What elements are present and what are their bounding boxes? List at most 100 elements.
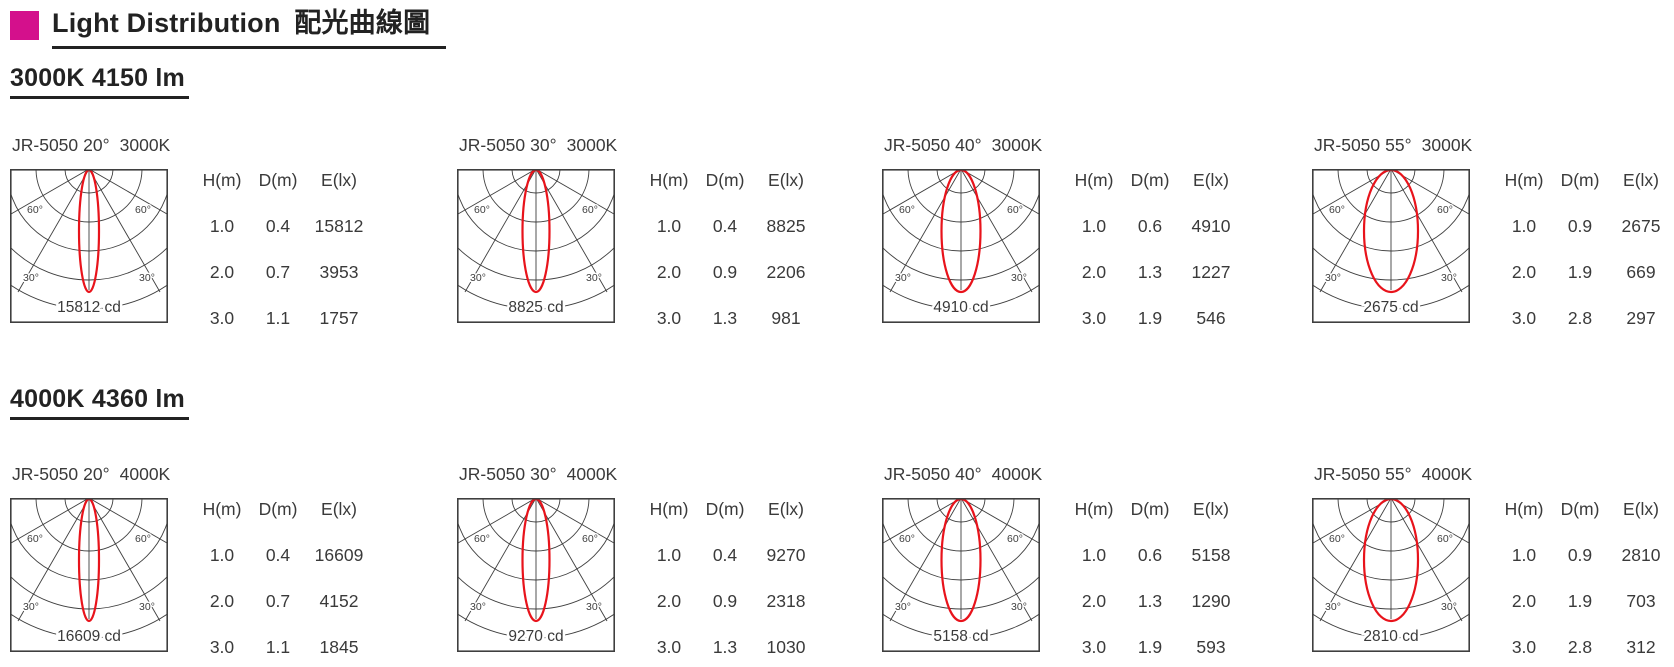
table-cell: 0.4 — [265, 545, 291, 566]
diagram-cct: 4000K — [1421, 464, 1473, 485]
diagram-body: 60° 60° 30° 30° 5158 cd H(m) D(m) E(lx) 1.0 0.6… — [882, 498, 1312, 658]
table-header-cell: H(m) — [649, 170, 689, 191]
page-title: Light Distribution 配光曲線圖 — [52, 8, 447, 50]
diagram-body: 60° 60° 30° 30° 15812 cd H(m) D(m) E(lx) 1.0 0.… — [10, 169, 457, 329]
table-cell: 3.0 — [1511, 308, 1537, 329]
table-row: 3.0 1.3 981 — [641, 307, 819, 329]
peak-candela-label: 4910 cd — [933, 299, 988, 316]
angle-label-30-right: 30° — [586, 272, 602, 284]
table-cell: 8825 — [766, 216, 806, 237]
table-cell: 1.3 — [712, 308, 738, 329]
table-header-cell: D(m) — [258, 499, 298, 520]
peak-candela-label: 16609 cd — [57, 628, 121, 645]
table-header-row: H(m) D(m) E(lx) — [641, 169, 819, 191]
table-cell: 0.4 — [712, 216, 738, 237]
diagram-title: JR-5050 40° 3000K — [884, 135, 1312, 156]
table-row: 2.0 0.9 2206 — [641, 261, 819, 283]
table-row: 2.0 1.9 669 — [1496, 261, 1674, 283]
table-cell: 1845 — [319, 637, 359, 658]
table-header-row: H(m) D(m) E(lx) — [1496, 169, 1674, 191]
table-cell: 1.0 — [209, 545, 235, 566]
diagram-row-4000k: JR-5050 20° 4000K 60° 60° 30° 30° 16609 cd H… — [10, 464, 1674, 658]
table-cell: 1227 — [1191, 262, 1231, 283]
peak-candela-label: 9270 cd — [508, 628, 563, 645]
page-title-zh: 配光曲線圖 — [294, 8, 431, 38]
page-header: Light Distribution 配光曲線圖 — [10, 8, 1674, 50]
table-cell: 2.0 — [656, 262, 682, 283]
angle-label-30-right: 30° — [1441, 272, 1457, 284]
diagram-border — [457, 498, 615, 653]
table-cell: 593 — [1196, 637, 1226, 658]
table-cell: 5158 — [1191, 545, 1231, 566]
table-cell: 0.4 — [712, 545, 738, 566]
angle-label-30-right: 30° — [1011, 272, 1027, 284]
table-cell: 3.0 — [209, 637, 235, 658]
table-cell: 0.7 — [265, 262, 291, 283]
diagram-beam-angle: 30° — [530, 464, 557, 485]
table-cell: 3.0 — [656, 637, 682, 658]
table-header-cell: H(m) — [1504, 499, 1544, 520]
table-cell: 1.0 — [656, 545, 682, 566]
polar-light-distribution-diagram: 60° 60° 30° 30° 2675 cd — [1312, 169, 1470, 324]
diagram-title: JR-5050 20° 3000K — [12, 135, 457, 156]
polar-grid — [11, 499, 167, 639]
diagram-cct: 3000K — [991, 135, 1043, 156]
table-header-cell: E(lx) — [768, 170, 804, 191]
angle-label-30-left: 30° — [1325, 601, 1341, 613]
table-cell: 2.8 — [1567, 637, 1593, 658]
angle-label-30-left: 30° — [470, 601, 486, 613]
table-row: 1.0 0.6 5158 — [1066, 544, 1244, 566]
table-cell: 1757 — [319, 308, 359, 329]
table-cell: 1.1 — [265, 308, 291, 329]
table-cell: 3953 — [319, 262, 359, 283]
table-row: 1.0 0.9 2675 — [1496, 215, 1674, 237]
angle-label-60-left: 60° — [899, 204, 915, 216]
polar-grid — [11, 170, 167, 310]
diagram-cct: 3000K — [119, 135, 171, 156]
angle-label-30-right: 30° — [1011, 601, 1027, 613]
table-cell: 0.9 — [712, 262, 738, 283]
table-header-cell: E(lx) — [321, 499, 357, 520]
table-cell: 15812 — [314, 216, 364, 237]
diagram-beam-angle: 55° — [1385, 135, 1412, 156]
angle-label-60-right: 60° — [1437, 204, 1453, 216]
diagram-model: JR-5050 — [1314, 464, 1381, 485]
diagram-body: 60° 60° 30° 30° 2675 cd H(m) D(m) E(lx) 1.0 0.9… — [1312, 169, 1674, 329]
diagram-group: JR-5050 40° 4000K 60° 60° 30° 30° 5158 cd H(… — [882, 464, 1312, 658]
table-header-cell: E(lx) — [1193, 170, 1229, 191]
table-cell: 981 — [771, 308, 801, 329]
table-header-cell: D(m) — [705, 499, 745, 520]
table-cell: 2206 — [766, 262, 806, 283]
polar-light-distribution-diagram: 60° 60° 30° 30° 15812 cd — [10, 169, 168, 324]
table-header-cell: H(m) — [202, 499, 242, 520]
table-header-row: H(m) D(m) E(lx) — [641, 498, 819, 520]
illuminance-table: H(m) D(m) E(lx) 1.0 0.6 5158 2.0 1.3 1290 3.0 1.9… — [1066, 498, 1244, 658]
intensity-curve — [77, 499, 101, 623]
illuminance-table: H(m) D(m) E(lx) 1.0 0.4 16609 2.0 0.7 4152 3.0 1.… — [194, 498, 372, 658]
intensity-curve — [521, 499, 551, 623]
table-row: 3.0 1.9 593 — [1066, 636, 1244, 658]
table-cell: 1.9 — [1567, 591, 1593, 612]
table-cell: 2.0 — [1511, 262, 1537, 283]
table-row: 2.0 0.9 2318 — [641, 590, 819, 612]
table-cell: 669 — [1626, 262, 1656, 283]
table-cell: 1.0 — [656, 216, 682, 237]
table-cell: 3.0 — [1511, 637, 1537, 658]
diagram-group: JR-5050 30° 4000K 60° 60° 30° 30° 9270 cd H(… — [457, 464, 882, 658]
table-header-row: H(m) D(m) E(lx) — [194, 169, 372, 191]
diagram-title: JR-5050 20° 4000K — [12, 464, 457, 485]
diagram-border — [457, 169, 615, 324]
table-cell: 4910 — [1191, 216, 1231, 237]
angle-label-30-left: 30° — [470, 272, 486, 284]
polar-grid — [883, 499, 1039, 639]
illuminance-table: H(m) D(m) E(lx) 1.0 0.4 15812 2.0 0.7 3953 3.0 1.… — [194, 169, 372, 329]
peak-candela-label: 8825 cd — [508, 299, 563, 316]
table-cell: 2.8 — [1567, 308, 1593, 329]
table-header-row: H(m) D(m) E(lx) — [1066, 169, 1244, 191]
intensity-curve — [940, 170, 982, 294]
polar-grid — [458, 499, 614, 639]
angle-label-30-left: 30° — [23, 272, 39, 284]
illuminance-table: H(m) D(m) E(lx) 1.0 0.4 9270 2.0 0.9 2318 3.0 1.3… — [641, 498, 819, 658]
table-cell: 2318 — [766, 591, 806, 612]
